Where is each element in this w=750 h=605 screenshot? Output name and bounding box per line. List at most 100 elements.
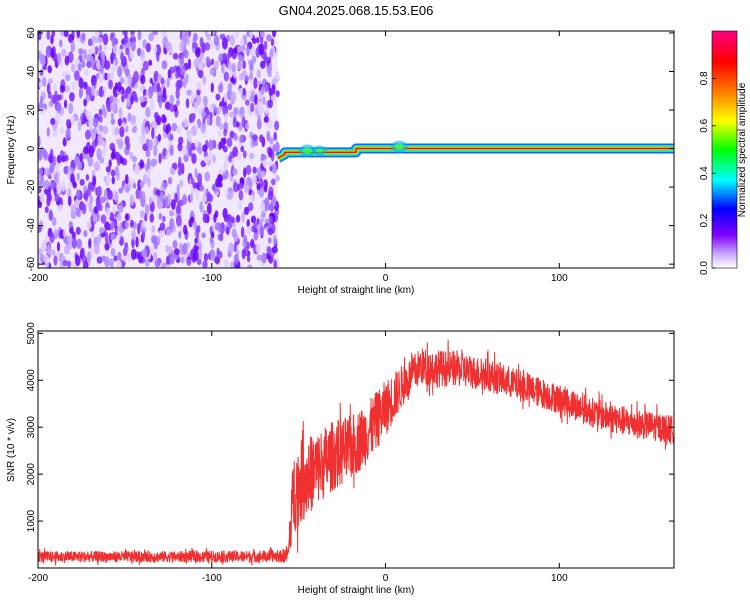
noise-speckle [75, 255, 81, 267]
noise-speckle [130, 248, 137, 261]
carrier-blob [302, 147, 313, 154]
noise-speckle [233, 242, 238, 253]
noise-speckle [102, 43, 108, 51]
colorbar: 0.0 0.2 0.4 0.6 0.8 Normalized spectral ampl… [699, 30, 748, 275]
noise-speckle [206, 191, 212, 202]
y-tick-label: -60 [26, 256, 37, 271]
noise-speckle [79, 152, 84, 162]
noise-speckle [48, 154, 54, 164]
noise-speckle [166, 193, 172, 205]
noise-speckle [54, 193, 60, 203]
noise-speckle [124, 213, 129, 221]
noise-speckle [161, 60, 168, 70]
noise-speckle [156, 81, 161, 93]
noise-speckle [195, 189, 199, 201]
noise-speckle [71, 81, 77, 91]
noise-speckle [47, 78, 53, 85]
noise-speckle [173, 104, 178, 112]
noise-speckle [229, 34, 235, 47]
noise-speckle [116, 154, 121, 167]
noise-speckle [193, 101, 199, 113]
noise-speckle [247, 202, 254, 212]
noise-speckle [183, 224, 188, 236]
noise-speckle [142, 248, 147, 259]
noise-speckle [252, 140, 258, 147]
noise-speckle [194, 123, 199, 132]
noise-speckle [162, 215, 166, 223]
noise-speckle [159, 191, 164, 203]
noise-speckle [84, 129, 91, 140]
noise-speckle [148, 59, 153, 66]
noise-speckle [130, 31, 135, 36]
noise-speckle [137, 222, 141, 235]
noise-speckle [77, 121, 82, 132]
noise-speckle [59, 126, 65, 135]
noise-speckle [141, 122, 146, 135]
noise-speckle [201, 232, 206, 239]
noise-speckle [42, 148, 48, 160]
noise-speckle [212, 221, 216, 233]
noise-speckle [273, 131, 277, 141]
spectrogram-y-axis-label: Frequency (Hz) [6, 116, 17, 185]
noise-speckle [138, 134, 145, 145]
noise-speckle [179, 40, 185, 53]
noise-speckle [114, 191, 119, 203]
noise-speckle [246, 264, 253, 268]
noise-speckle [176, 99, 180, 106]
noise-speckle [62, 136, 67, 147]
noise-speckle [267, 237, 272, 244]
noise-speckle [101, 54, 105, 67]
noise-speckle [74, 70, 80, 81]
noise-speckle [251, 55, 257, 64]
spectrogram-frame [37, 30, 675, 269]
noise-speckle [210, 249, 216, 262]
noise-speckle [117, 251, 122, 262]
snr-background [38, 331, 674, 568]
noise-speckle [226, 137, 233, 148]
noise-speckle [269, 215, 273, 224]
noise-speckle [185, 73, 189, 84]
noise-speckle [81, 59, 86, 69]
snr-y-ticks: 1000 2000 3000 4000 5000 [26, 322, 674, 532]
noise-speckle [198, 69, 204, 79]
noise-speckle [93, 243, 100, 255]
noise-speckle [256, 69, 262, 79]
noise-speckle [250, 238, 255, 249]
noise-speckle [267, 160, 273, 167]
noise-speckle [53, 187, 57, 197]
noise-speckle [182, 242, 188, 255]
noise-speckle [171, 167, 176, 176]
noise-speckle [90, 85, 96, 96]
noise-speckle [250, 215, 257, 224]
noise-speckle [237, 151, 242, 161]
noise-speckle [202, 95, 208, 107]
noise-speckle [257, 102, 263, 114]
noise-speckle [201, 110, 207, 118]
noise-speckle [153, 144, 158, 157]
noise-speckle [121, 94, 125, 103]
noise-speckle [50, 118, 56, 126]
colorbar-tick-label: 0.6 [699, 118, 710, 132]
noise-speckle [245, 176, 252, 187]
noise-speckle [181, 121, 185, 128]
noise-speckle [195, 81, 202, 91]
noise-speckle [139, 95, 145, 103]
noise-speckle [110, 112, 115, 120]
noise-speckle [47, 243, 51, 256]
noise-speckle [181, 195, 188, 206]
noise-speckle [124, 242, 129, 249]
noise-speckle [245, 99, 250, 106]
noise-speckle [118, 187, 124, 194]
noise-speckle [233, 46, 238, 54]
noise-speckle [230, 216, 235, 224]
noise-speckle [169, 94, 175, 104]
y-tick-label: 2000 [26, 463, 37, 486]
noise-speckle [242, 87, 246, 96]
noise-speckle [164, 195, 168, 206]
noise-speckle [111, 36, 116, 48]
noise-speckle [187, 58, 192, 70]
noise-speckle [269, 137, 274, 145]
noise-speckle [225, 169, 229, 180]
noise-speckle [55, 111, 61, 124]
